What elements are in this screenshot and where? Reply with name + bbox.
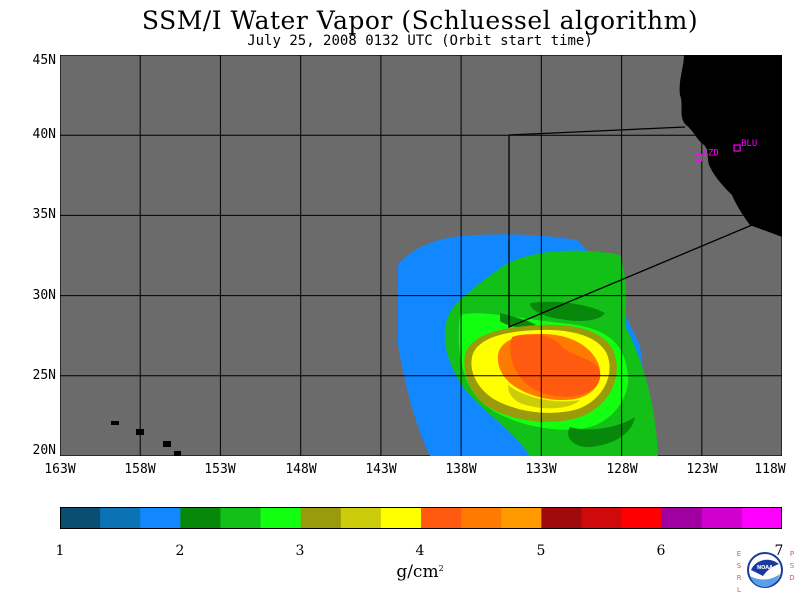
colorbar-swatch — [621, 507, 663, 529]
colorbar-tick-4: 4 — [415, 543, 425, 559]
colorbar-swatch — [661, 507, 703, 529]
units-exponent: 2 — [438, 564, 444, 573]
logo-letter: D — [789, 574, 794, 582]
lon-label-138w: 138W — [445, 462, 477, 477]
lat-label-45n: 45N — [32, 53, 56, 68]
stations-layer: CZD BLU — [694, 139, 757, 162]
map-title: SSM/I Water Vapor (Schluessel algorithm) — [141, 6, 699, 35]
lat-label-35n: 35N — [32, 207, 56, 222]
noaa-logo-bird — [751, 559, 779, 576]
lon-label-148w: 148W — [285, 462, 317, 477]
station-marker — [694, 154, 703, 162]
colorbar-swatch — [581, 507, 623, 529]
station-label: BLU — [741, 139, 757, 149]
colorbar-swatch — [60, 507, 101, 529]
swath-red-orange — [510, 334, 601, 397]
units-base: g/cm — [396, 562, 439, 582]
colorbar-swatch — [701, 507, 743, 529]
colorbar-swatch — [340, 507, 382, 529]
colorbar-swatch — [461, 507, 502, 529]
station-label: CZD — [703, 149, 719, 159]
colorbar-tick-6: 6 — [656, 543, 666, 559]
lon-label-158w: 158W — [124, 462, 156, 477]
lat-label-25n: 25N — [32, 368, 56, 383]
land-california — [679, 55, 782, 237]
noaa-logo-wave — [750, 574, 780, 587]
colorbar-tick-2: 2 — [175, 543, 185, 559]
swath-light-yellow — [508, 385, 580, 409]
colorbar-swatch — [300, 507, 342, 529]
colorbar-tick-7: 7 — [774, 543, 784, 559]
logo-letter: E — [737, 550, 741, 558]
lon-label-143w: 143W — [365, 462, 397, 477]
psd-vertical-text: PSD — [789, 550, 794, 582]
colorbar-swatch — [180, 507, 221, 529]
lon-label-128w: 128W — [606, 462, 638, 477]
station-marker — [733, 144, 741, 152]
logo-letter: P — [790, 550, 794, 558]
track-lines — [508, 126, 753, 328]
noaa-logo-text: NOAA — [757, 565, 773, 571]
colorbar-units: g/cm2 — [0, 562, 800, 582]
lat-label-30n: 30N — [32, 288, 56, 303]
logo-letter: L — [737, 586, 741, 594]
colorbar-tick-5: 5 — [536, 543, 546, 559]
lon-label-123w: 123W — [686, 462, 718, 477]
logo-letter: S — [790, 562, 795, 570]
land-hawaii — [111, 421, 181, 456]
colorbar-swatch — [421, 507, 462, 529]
lon-label-163w: 163W — [44, 462, 76, 477]
colorbar-tick-3: 3 — [295, 543, 305, 559]
colorbar-swatch — [541, 507, 582, 529]
graticule — [60, 55, 782, 456]
colorbar-tick-1: 1 — [55, 543, 65, 559]
colorbar-swatch — [741, 507, 782, 529]
colorbar-border — [60, 507, 782, 529]
lat-label-20n: 20N — [32, 443, 56, 458]
colorbar-swatch — [100, 507, 141, 529]
colorbar-swatch — [220, 507, 262, 529]
lon-label-153w: 153W — [204, 462, 236, 477]
lon-label-133w: 133W — [525, 462, 557, 477]
colorbar-swatch — [260, 507, 302, 529]
logo-letter: R — [737, 574, 742, 582]
colorbar — [60, 507, 782, 529]
lon-label-118w: 118W — [754, 462, 786, 477]
colorbar-swatch — [140, 507, 181, 529]
water-vapor-map: CZD BLU — [60, 55, 782, 456]
logo-letter: S — [737, 562, 742, 570]
colorbar-swatch — [501, 507, 542, 529]
map-subtitle: July 25, 2008 0132 UTC (Orbit start time… — [247, 33, 593, 49]
lat-label-40n: 40N — [32, 127, 56, 142]
colorbar-swatch — [380, 507, 422, 529]
